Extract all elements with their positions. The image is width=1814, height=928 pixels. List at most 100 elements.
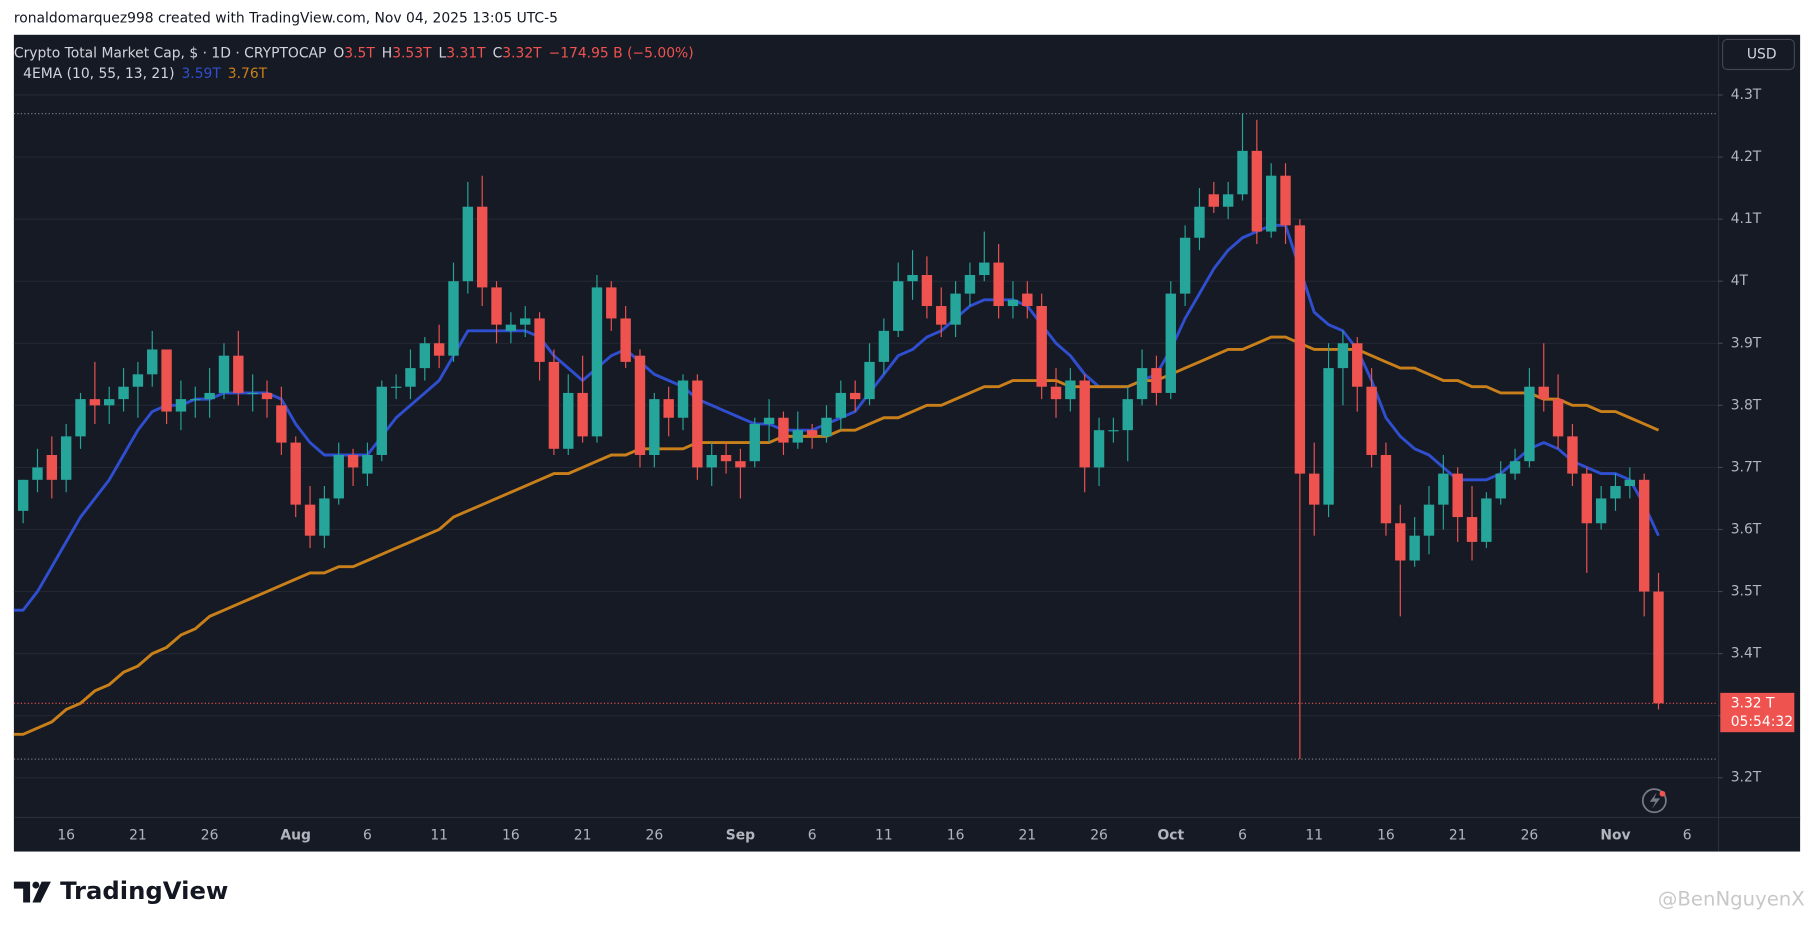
- candle-body: [75, 399, 86, 437]
- candle-body: [1567, 436, 1578, 474]
- x-tick-label: 21: [574, 827, 592, 843]
- candle-body: [448, 281, 459, 356]
- alert-dot: [1659, 790, 1666, 797]
- candle-body: [749, 423, 760, 462]
- candle-body: [563, 392, 574, 449]
- candle-body: [46, 454, 58, 480]
- candle-body: [433, 343, 445, 356]
- x-tick-label: 16: [502, 827, 520, 843]
- ohlc-key: L: [439, 45, 447, 61]
- ohlc-value: 3.5T: [344, 45, 375, 61]
- plot: [13, 94, 1723, 779]
- candle-body: [419, 343, 431, 369]
- x-tick-label: 21: [129, 827, 147, 843]
- candle-body: [1352, 343, 1363, 387]
- candle-body: [491, 287, 502, 325]
- candle-body: [649, 399, 660, 455]
- y-tick-label: 4.2T: [1731, 149, 1762, 165]
- candle-body: [1093, 430, 1105, 468]
- candle-body: [993, 262, 1004, 307]
- candle-body: [175, 399, 187, 412]
- candle-body: [161, 349, 172, 412]
- candle-body: [304, 504, 316, 536]
- candle-body: [849, 392, 861, 400]
- candle-body: [1022, 293, 1033, 307]
- candle-body: [32, 467, 43, 480]
- currency-label[interactable]: USD: [1747, 46, 1777, 62]
- candle-body: [979, 262, 990, 275]
- candle-body: [893, 281, 904, 331]
- candle-body: [606, 287, 617, 319]
- candle-body: [1194, 206, 1205, 238]
- candle-body: [1222, 194, 1234, 207]
- candle-body: [520, 318, 531, 325]
- x-tick-label: 26: [646, 827, 664, 843]
- candle-body: [276, 405, 287, 443]
- candle-body: [1366, 386, 1377, 455]
- y-tick-label: 3.5T: [1731, 584, 1762, 600]
- indicator-name: 4EMA (10, 55, 13, 21): [23, 66, 174, 82]
- candle-body: [792, 430, 803, 443]
- candle-body: [132, 374, 144, 387]
- candle-body: [1323, 368, 1334, 505]
- candle-body: [1122, 399, 1133, 431]
- candle-body: [118, 386, 129, 400]
- candle-body: [1065, 380, 1076, 400]
- candle-body: [1136, 368, 1148, 400]
- candle-body: [1653, 591, 1664, 704]
- candle-body: [1151, 368, 1162, 393]
- candle-body: [907, 274, 918, 282]
- legend-line: Crypto Total Market Cap, $ · 1D · CRYPTO…: [14, 45, 694, 61]
- ema-line: [13, 223, 1660, 612]
- candle-body: [505, 324, 517, 331]
- candle-body: [806, 430, 818, 437]
- candle-body: [720, 454, 732, 462]
- ema-line: [13, 335, 1660, 736]
- indicator-value: 3.76T: [228, 66, 268, 82]
- countdown: 05:54:32: [1731, 714, 1793, 730]
- candle-body: [1007, 299, 1019, 307]
- candle-body: [333, 454, 344, 499]
- y-tick-label: 3.4T: [1731, 646, 1762, 662]
- brand-logo: [13, 881, 51, 903]
- x-tick-label: 26: [1521, 827, 1539, 843]
- candle-body: [319, 498, 330, 536]
- candle-body: [1165, 293, 1176, 393]
- ohlc-value: 3.32T: [502, 45, 542, 61]
- candle-body: [548, 361, 560, 449]
- candle-body: [878, 330, 890, 362]
- candle-body: [778, 417, 789, 443]
- currency-button[interactable]: [1722, 38, 1795, 71]
- ohlc-value: 3.31T: [446, 45, 486, 61]
- candle-body: [577, 392, 588, 437]
- y-tick-label: 3.9T: [1731, 335, 1762, 351]
- alert-icon[interactable]: [1641, 788, 1667, 814]
- change: −174.95 B (−5.00%): [549, 45, 694, 61]
- x-tick-label: 16: [57, 827, 75, 843]
- brand-name: TradingView: [60, 876, 228, 905]
- candle-body: [1481, 498, 1492, 542]
- candle-body: [233, 355, 244, 393]
- x-tick-label: 21: [1018, 827, 1036, 843]
- x-tick-label: 6: [1683, 827, 1692, 843]
- x-tick-label: Sep: [726, 827, 755, 843]
- y-tick-label: 4.3T: [1731, 87, 1762, 103]
- candle-body: [1208, 194, 1220, 207]
- candle-body: [1452, 473, 1463, 518]
- ohlc-value: 3.53T: [392, 45, 432, 61]
- candle-body: [950, 293, 961, 325]
- candle-body: [620, 318, 631, 362]
- candle-body: [1509, 461, 1521, 474]
- y-tick-label: 3.6T: [1731, 521, 1762, 537]
- y-tick-label: 4T: [1731, 273, 1749, 289]
- watermark: @BenNguyenX: [1658, 888, 1805, 911]
- ohlc-key: O: [333, 45, 344, 61]
- candle-body: [1036, 306, 1047, 387]
- candle-body: [261, 392, 273, 400]
- indicator-value: 3.59T: [181, 66, 221, 82]
- candle-body: [362, 454, 373, 474]
- candle-body: [1294, 225, 1306, 474]
- candle-body: [60, 436, 72, 480]
- candle-body: [390, 386, 402, 388]
